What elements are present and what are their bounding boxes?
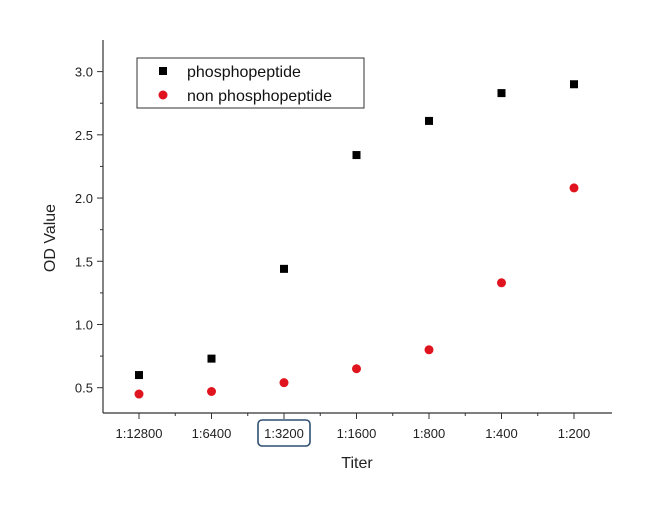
y-ticks: 0.5 1.0 1.5 2.0 2.5 3.0 [75, 65, 103, 396]
point-phosphopeptide [570, 80, 578, 89]
point-non-phosphopeptide [134, 389, 144, 399]
x-tick-label: 1:1600 [337, 426, 377, 441]
legend-label-non-phosphopeptide: non phosphopeptide [187, 88, 332, 105]
x-tick-label: 1:6400 [192, 426, 232, 441]
y-tick-label: 2.5 [75, 128, 93, 143]
x-axis-title: Titer [341, 455, 373, 472]
point-non-phosphopeptide [497, 278, 506, 288]
point-non-phosphopeptide [207, 387, 216, 397]
point-phosphopeptide [280, 264, 288, 273]
data-points [134, 80, 579, 399]
legend: phosphopeptide non phosphopeptide [136, 57, 365, 109]
x-tick-label: 1:400 [485, 426, 518, 441]
point-non-phosphopeptide [279, 378, 289, 388]
y-tick-label: 2.0 [75, 191, 93, 206]
y-tick-label: 3.0 [75, 65, 93, 80]
point-phosphopeptide [497, 89, 506, 98]
point-non-phosphopeptide [424, 345, 434, 355]
y-tick-label: 1.5 [75, 254, 93, 269]
legend-marker-phosphopeptide [159, 67, 167, 75]
highlight-box [257, 419, 311, 447]
point-phosphopeptide [135, 371, 143, 380]
legend-marker-non-phosphopeptide [158, 90, 168, 100]
axes: 0.51.01.52.02.53.0 1:12800 1:6400 1:3200 1:… [75, 40, 612, 447]
y-tick-label: 1.0 [75, 317, 93, 332]
point-phosphopeptide [207, 354, 216, 363]
point-non-phosphopeptide [569, 183, 579, 193]
point-phosphopeptide [352, 151, 361, 160]
x-tick-label: 1:200 [558, 426, 591, 441]
x-tick-label: 1:800 [413, 426, 446, 441]
x-tick-label: 1:3200 [264, 426, 304, 441]
legend-box [136, 57, 365, 109]
y-tick-label: 0.5 [75, 381, 93, 396]
x-tick-label: 1:12800 [116, 426, 163, 441]
legend-label-phosphopeptide: phosphopeptide [187, 64, 301, 81]
point-phosphopeptide [425, 116, 433, 125]
x-ticks: 1:12800 1:6400 1:3200 1:1600 1:800 1:400 1:200 [116, 413, 591, 447]
point-non-phosphopeptide [352, 364, 361, 374]
y-axis-title: OD Value [42, 204, 59, 272]
